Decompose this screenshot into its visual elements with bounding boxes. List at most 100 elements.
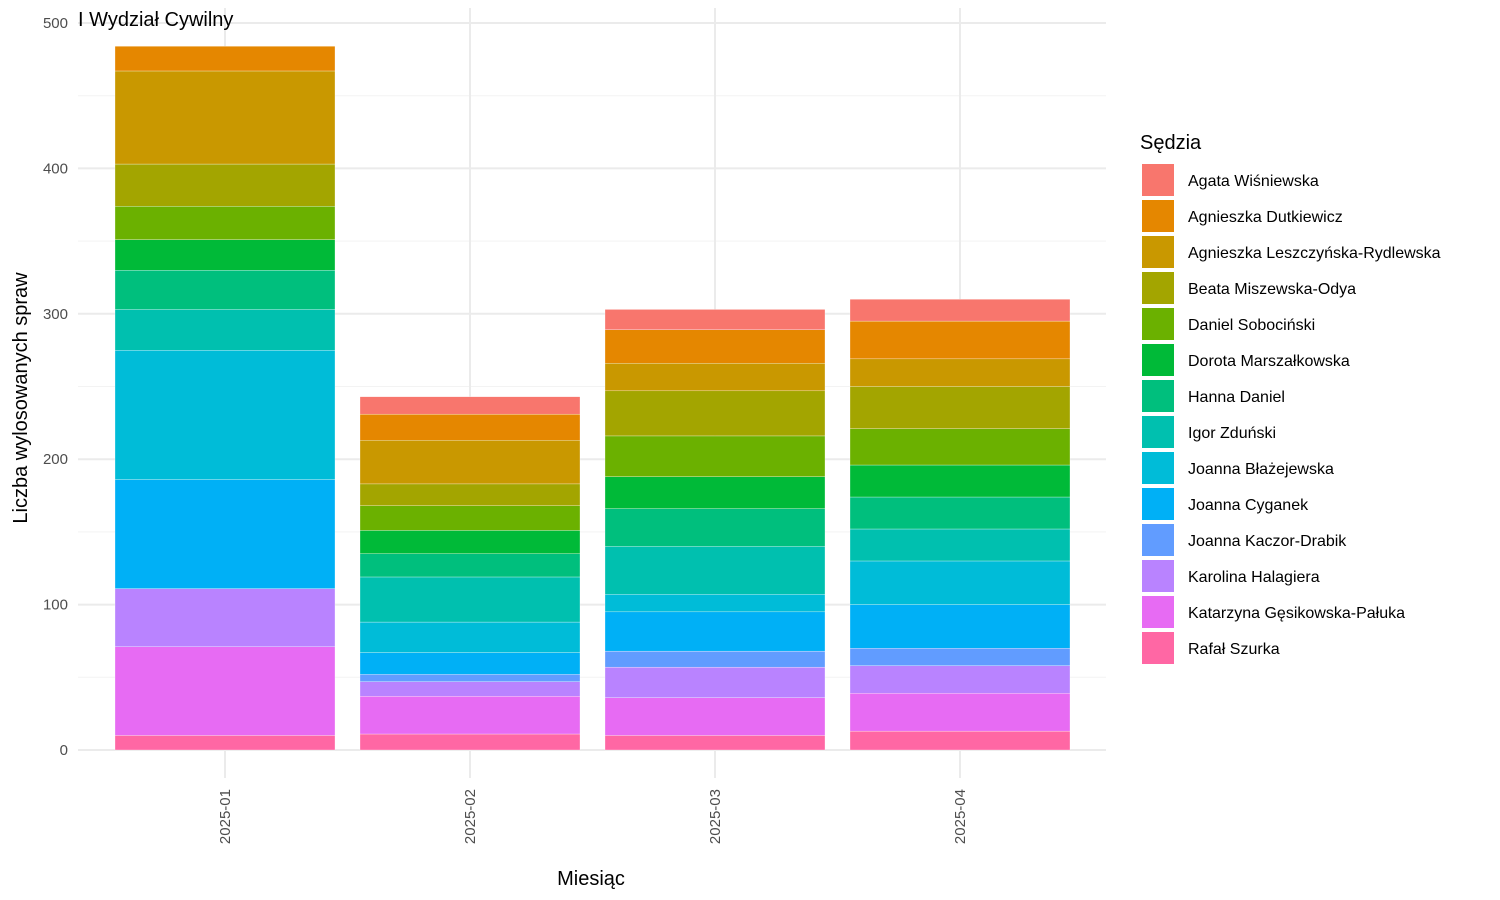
legend-label: Igor Zduński: [1188, 425, 1276, 442]
legend-key: [1142, 164, 1174, 196]
bar-segment: [359, 652, 581, 675]
y-tick-label: 400: [43, 160, 68, 177]
bar-segment: [604, 329, 826, 364]
x-axis-title: Miesiąc: [557, 868, 625, 890]
bar-segment: [114, 479, 336, 589]
bar-segment: [604, 594, 826, 613]
bar-segment: [359, 505, 581, 531]
bar-segment: [849, 386, 1071, 429]
bar-segment: [849, 730, 1071, 751]
bar-segment: [604, 650, 826, 668]
legend-label: Joanna Kaczor-Drabik: [1188, 533, 1347, 550]
legend-key: [1142, 236, 1174, 268]
legend-key: [1142, 524, 1174, 556]
legend-label: Joanna Cyganek: [1188, 497, 1309, 514]
y-tick-label: 0: [60, 742, 68, 759]
bar-segment: [359, 530, 581, 554]
y-tick-label: 500: [43, 15, 68, 32]
bar-segment: [114, 239, 336, 271]
bar-segment: [114, 646, 336, 736]
bar-segment: [604, 666, 826, 698]
bar-segment: [114, 163, 336, 207]
legend-label: Katarzyna Gęsikowska-Pałuka: [1188, 605, 1405, 622]
bar-segment: [114, 70, 336, 165]
bar-segment: [114, 735, 336, 751]
bar-segment: [359, 576, 581, 623]
bar-segment: [604, 476, 826, 509]
legend-key: [1142, 200, 1174, 232]
bar-segment: [359, 733, 581, 751]
bar-segment: [359, 696, 581, 735]
y-tick-label: 100: [43, 597, 68, 614]
bar-segment: [604, 611, 826, 652]
bar-segment: [114, 206, 336, 240]
legend-label: Dorota Marszałkowska: [1188, 353, 1350, 370]
bar-segment: [604, 390, 826, 437]
y-axis-ticks: 0 100 200 300 400 500: [43, 15, 68, 759]
y-tick-label: 300: [43, 306, 68, 323]
legend-key: [1142, 596, 1174, 628]
bar-segment: [359, 674, 581, 682]
x-tick-label: 2025-04: [952, 789, 969, 844]
bar-segment: [849, 358, 1071, 387]
bar-segment: [849, 464, 1071, 498]
chart-title: I Wydział Cywilny: [78, 9, 233, 31]
legend: Sędzia Agata Wiśniewska Agnieszka Dutkiew…: [1140, 132, 1441, 664]
legend-key: [1142, 416, 1174, 448]
legend-label: Agnieszka Leszczyńska-Rydlewska: [1188, 245, 1441, 262]
bar-segment: [604, 435, 826, 477]
y-tick-label: 200: [43, 451, 68, 468]
bar-segment: [849, 299, 1071, 322]
bar-segment: [849, 665, 1071, 694]
x-axis-ticks: 2025-01 2025-02 2025-03 2025-04: [217, 789, 969, 844]
legend-label: Agnieszka Dutkiewicz: [1188, 209, 1343, 226]
bar-segment: [849, 648, 1071, 666]
bar-segment: [359, 440, 581, 485]
legend-title: Sędzia: [1140, 132, 1202, 154]
legend-key: [1142, 452, 1174, 484]
bars: [114, 46, 1071, 751]
x-tick-label: 2025-03: [707, 789, 724, 844]
bar-segment: [849, 560, 1071, 605]
bar-segment: [114, 270, 336, 310]
bar-segment: [359, 483, 581, 506]
legend-label: Karolina Halagiera: [1188, 569, 1320, 586]
bar-segment: [604, 363, 826, 392]
bar-segment: [604, 508, 826, 547]
bar-segment: [604, 735, 826, 751]
legend-key: [1142, 488, 1174, 520]
legend-label: Joanna Błażejewska: [1188, 461, 1334, 478]
bar-segment: [604, 309, 826, 330]
x-tick-label: 2025-02: [462, 789, 479, 844]
bar-segment: [849, 528, 1071, 562]
bar-segment: [849, 428, 1071, 466]
legend-key: [1142, 272, 1174, 304]
bar-segment: [359, 396, 581, 415]
bar-segment: [114, 349, 336, 480]
bar-segment: [849, 496, 1071, 530]
x-tick-label: 2025-01: [217, 789, 234, 844]
bar-segment: [114, 588, 336, 647]
legend-key: [1142, 380, 1174, 412]
legend-label: Agata Wiśniewska: [1188, 173, 1319, 190]
bar-segment: [849, 604, 1071, 649]
legend-label: Hanna Daniel: [1188, 389, 1285, 406]
bar-segment: [849, 320, 1071, 360]
legend-key: [1142, 560, 1174, 592]
legend-label: Daniel Sobociński: [1188, 317, 1315, 334]
bar-segment: [604, 697, 826, 736]
legend-label: Rafał Szurka: [1188, 641, 1280, 658]
legend-label: Beata Miszewska-Odya: [1188, 281, 1356, 298]
legend-key: [1142, 344, 1174, 376]
bar-segment: [359, 681, 581, 697]
bar-segment: [114, 46, 336, 72]
y-axis-title: Liczba wylosowanych spraw: [10, 272, 32, 524]
legend-key: [1142, 308, 1174, 340]
legend-key: [1142, 632, 1174, 664]
bar-segment: [849, 693, 1071, 732]
bar-segment: [359, 621, 581, 653]
bar-segment: [604, 546, 826, 595]
bar-segment: [359, 553, 581, 578]
bar-segment: [114, 309, 336, 351]
